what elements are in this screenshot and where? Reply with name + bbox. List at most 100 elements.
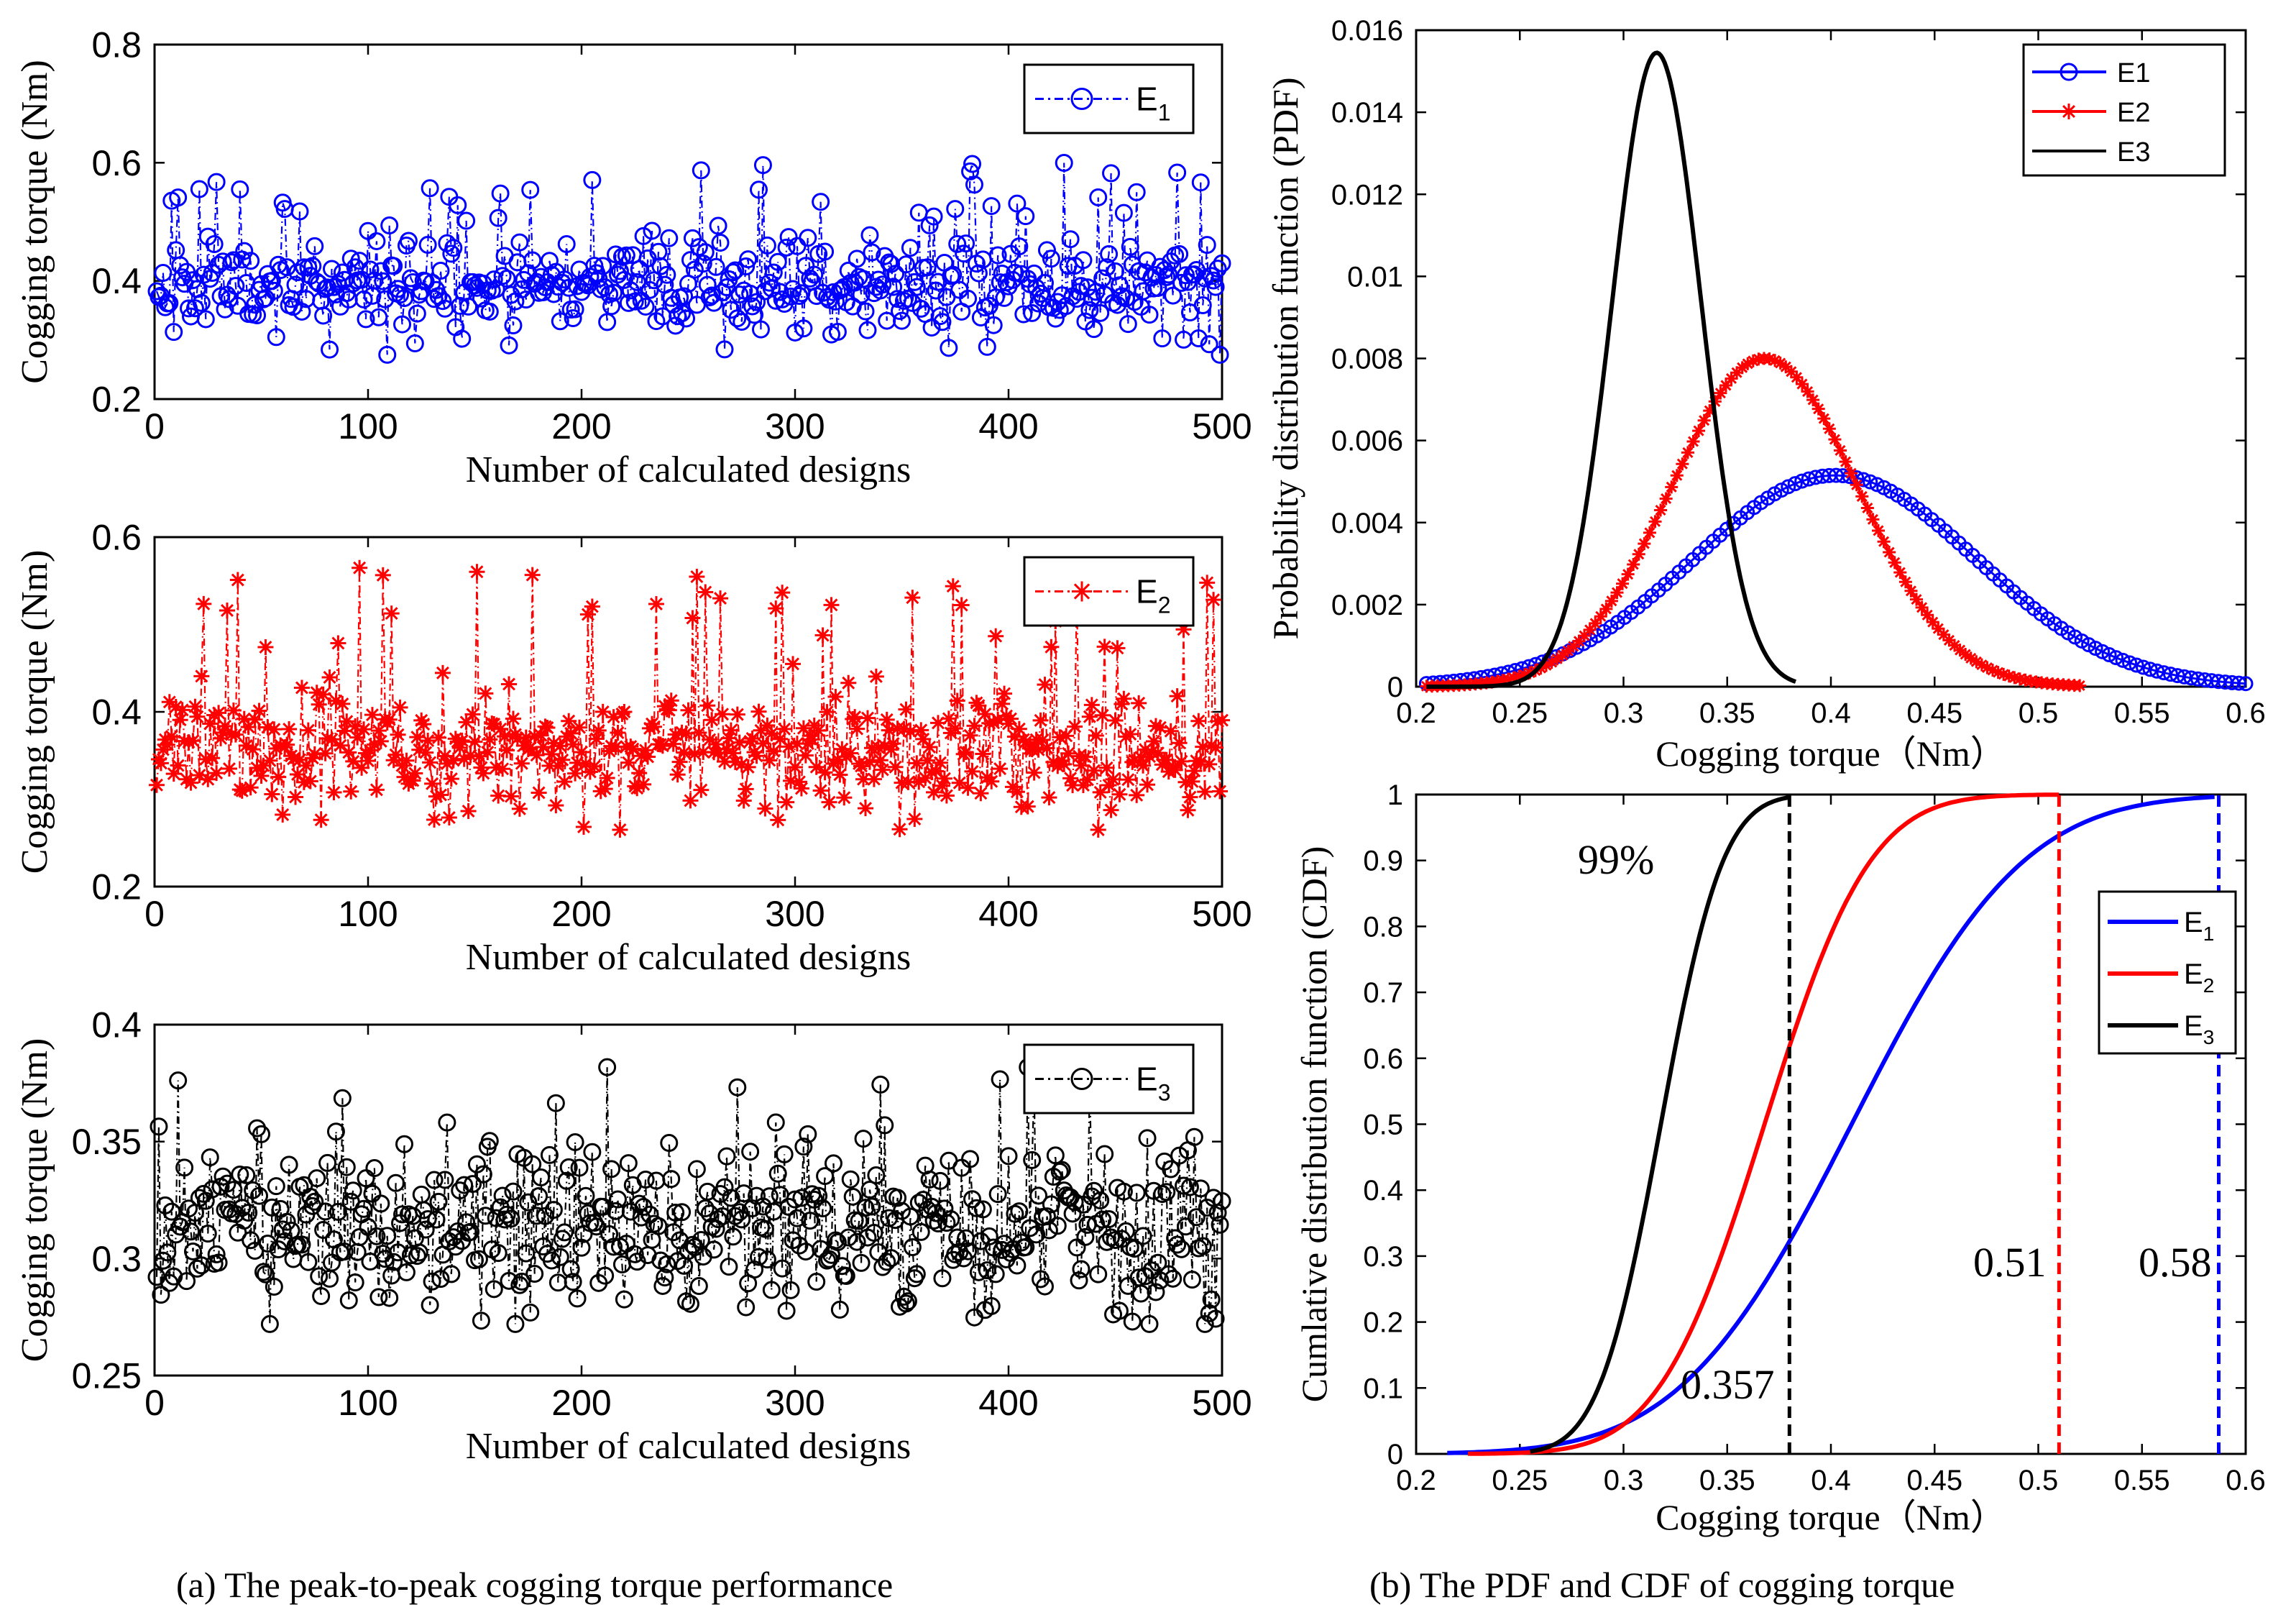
data-point <box>431 261 450 280</box>
data-point <box>207 1245 226 1264</box>
data-point <box>329 1202 347 1221</box>
data-point <box>1910 592 1924 606</box>
data-point <box>781 738 797 755</box>
data-point <box>1839 455 1852 469</box>
data-point <box>753 1197 772 1216</box>
data-point <box>550 758 566 774</box>
pdf-line <box>1426 50 1796 689</box>
data-point <box>368 782 385 798</box>
data-point <box>766 743 782 759</box>
data-point <box>1070 1068 1093 1090</box>
data-point <box>474 1165 492 1184</box>
x-tick-label: 0.45 <box>1906 697 1962 729</box>
data-point <box>381 711 398 728</box>
data-point <box>662 1170 681 1189</box>
data-point <box>1175 1176 1193 1195</box>
data-point <box>816 1167 835 1186</box>
data-point <box>1037 241 1056 260</box>
data-point <box>242 252 260 270</box>
x-tick-label: 0.35 <box>1699 697 1755 729</box>
data-point <box>783 772 799 789</box>
pdf-series-E2 <box>1420 352 2087 693</box>
data-point <box>1970 655 1983 669</box>
data-point <box>432 787 449 803</box>
data-point <box>525 1265 544 1283</box>
data-point <box>175 1158 194 1177</box>
data-point <box>467 733 483 750</box>
data-point <box>1187 1208 1206 1227</box>
data-point <box>610 262 629 280</box>
data-point <box>564 309 582 328</box>
data-point <box>519 1193 538 1212</box>
data-point <box>1014 305 1033 324</box>
data-point <box>528 747 545 764</box>
data-point <box>1122 726 1139 743</box>
data-point <box>802 728 818 744</box>
data-point <box>959 289 978 308</box>
data-point <box>517 1244 536 1263</box>
data-point <box>321 669 338 686</box>
data-point <box>349 729 366 746</box>
x-tick-label: 100 <box>338 894 398 934</box>
data-point <box>640 749 656 765</box>
data-point <box>455 1176 474 1194</box>
data-point <box>937 1214 956 1232</box>
data-point <box>1806 393 1820 407</box>
data-point <box>1102 1228 1121 1247</box>
data-point <box>1773 357 1787 370</box>
data-point <box>977 705 993 722</box>
data-point <box>1212 783 1229 800</box>
data-point <box>794 1138 813 1156</box>
data-point <box>692 161 710 180</box>
data-point <box>546 1094 565 1112</box>
data-point <box>951 774 968 791</box>
data-point <box>1198 236 1216 255</box>
data-point <box>764 263 783 282</box>
data-point <box>2073 679 2087 692</box>
data-point <box>1790 370 1804 384</box>
data-point <box>1888 556 1901 569</box>
data-point <box>964 763 981 779</box>
data-point <box>414 1201 433 1219</box>
data-point <box>1621 567 1635 581</box>
data-point <box>1090 822 1106 838</box>
data-point <box>878 1253 896 1271</box>
data-point <box>745 1260 764 1279</box>
data-point <box>630 1194 648 1213</box>
x-axis-label: Number of calculated designs <box>466 449 911 490</box>
data-point <box>735 792 752 809</box>
data-point <box>380 1289 399 1307</box>
data-point <box>883 741 899 758</box>
data-point <box>859 710 876 726</box>
legend-label: E1 <box>2117 58 2150 88</box>
data-point <box>523 251 542 270</box>
data-point <box>1589 616 1602 630</box>
data-point <box>293 302 311 321</box>
data-point <box>202 715 219 732</box>
data-point <box>1811 402 1825 416</box>
data-point <box>554 751 571 768</box>
data-point <box>2129 657 2144 673</box>
data-point <box>931 1171 950 1190</box>
data-point <box>204 750 221 766</box>
data-point <box>928 763 945 779</box>
data-point <box>975 746 991 762</box>
data-point <box>1078 278 1097 297</box>
data-point <box>311 696 327 713</box>
y-tick-label: 0.3 <box>1363 1241 1403 1273</box>
x-tick-label: 0.5 <box>2019 1465 2059 1496</box>
data-point <box>682 792 699 809</box>
data-point <box>1077 749 1093 765</box>
data-point <box>704 1240 723 1259</box>
data-point <box>853 758 870 774</box>
data-point <box>852 1253 871 1272</box>
data-point <box>433 292 452 311</box>
data-point <box>2156 665 2172 681</box>
data-point <box>649 242 668 261</box>
data-point <box>915 731 932 747</box>
data-point <box>1008 1256 1027 1275</box>
data-point <box>441 810 457 826</box>
data-point <box>192 293 211 312</box>
data-point <box>826 1231 845 1250</box>
data-point <box>933 1269 952 1288</box>
